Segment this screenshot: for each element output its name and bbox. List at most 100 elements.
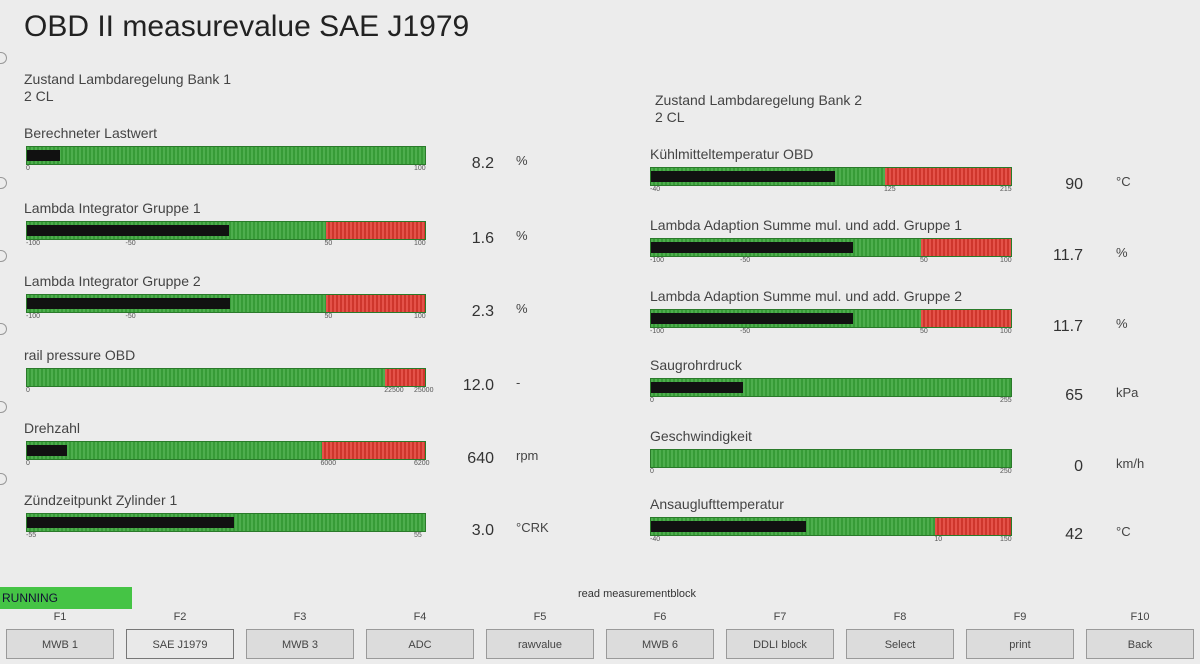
meter-tick-label: 50 [920, 257, 928, 264]
meter-tick-label: 22500 [384, 387, 404, 394]
meter-tick-label: -50 [125, 313, 136, 320]
function-key-number: F10 [1130, 611, 1150, 623]
back-button[interactable]: Back [1086, 629, 1194, 659]
meter-label: Ansauglufttemperatur [650, 496, 784, 512]
meter-unit: rpm [516, 448, 539, 463]
meter-tick-label: 25000 [414, 387, 434, 394]
meter-bar [26, 441, 426, 460]
function-key-number: F7 [773, 611, 787, 623]
meter-red-zone [385, 369, 425, 386]
meter-tick-label: -55 [26, 532, 37, 539]
meter-level-indicator [651, 382, 743, 393]
select-button[interactable]: Select [846, 629, 954, 659]
meter-red-zone [325, 222, 425, 239]
window-edge-tab [0, 323, 7, 335]
mwb-6-button[interactable]: MWB 6 [606, 629, 714, 659]
meter-unit: °C [1116, 524, 1131, 539]
meter-level-indicator [651, 171, 835, 182]
meter-red-zone [321, 442, 425, 459]
meter-tick-label: -50 [740, 328, 751, 335]
meter-tick-label: 125 [884, 186, 896, 193]
meter-bar [26, 294, 426, 313]
meter-tick-label: 100 [1000, 257, 1012, 264]
function-key-f2: F2 SAE J1979 [120, 607, 240, 664]
meter-geschwindigkeit: Geschwindigkeit 0 250 0 km/h [650, 428, 1200, 478]
meter-tick-label: -50 [125, 240, 136, 247]
meter-value: 12.0 [462, 377, 494, 394]
meter-value: 42 [1065, 526, 1083, 543]
meter-value: 640 [467, 450, 494, 467]
meter-red-zone [921, 239, 1011, 256]
meter-tick-label: 6200 [414, 460, 430, 467]
running-indicator: RUNNING [0, 587, 132, 609]
meter-lambda-integrator-gruppe-2: Lambda Integrator Gruppe 2 -100 -50 50 100 2.… [24, 273, 584, 323]
meter-label: Geschwindigkeit [650, 428, 752, 444]
meter-value: 0 [1074, 458, 1083, 475]
function-key-f1: F1 MWB 1 [0, 607, 120, 664]
meter-label: Berechneter Lastwert [24, 125, 158, 141]
meter-tick-label: 0 [650, 468, 654, 475]
print-button[interactable]: print [966, 629, 1074, 659]
meter-unit: kPa [1116, 385, 1139, 400]
meter-value: 11.7 [1053, 247, 1083, 264]
function-key-f6: F6 MWB 6 [600, 607, 720, 664]
meter-unit: % [516, 153, 528, 168]
meter-tick-label: 100 [414, 313, 426, 320]
meter-bar [650, 167, 1012, 186]
meter-label: Lambda Adaption Summe mul. und add. Grup… [650, 288, 963, 304]
function-key-f5: F5 rawvalue [480, 607, 600, 664]
meter-tick-label: -100 [650, 328, 665, 335]
ddli-block-button[interactable]: DDLI block [726, 629, 834, 659]
meter-tick-label: 0 [26, 165, 30, 172]
window-edge-tab [0, 177, 7, 189]
meter-level-indicator [27, 298, 231, 309]
meter-unit: % [516, 301, 528, 316]
meter-drehzahl: Drehzahl 0 6000 6200 640 rpm [24, 420, 584, 470]
function-key-bar: F1 MWB 1 F2 SAE J1979 F3 MWB 3 F4 ADC F5 rawvalue… [0, 607, 1200, 664]
meter-lambda-integrator-gruppe-1: Lambda Integrator Gruppe 1 -100 -50 50 100 1.… [24, 200, 584, 250]
meter-tick-label: 6000 [320, 460, 337, 467]
meter-tick-label: 255 [1000, 397, 1012, 404]
meter-value: 8.2 [471, 155, 494, 172]
window-edge-tab [0, 473, 7, 485]
function-key-f9: F9 print [960, 607, 1080, 664]
meter-bar [26, 513, 426, 532]
mwb-1-button[interactable]: MWB 1 [6, 629, 114, 659]
window-edge-tab [0, 250, 7, 262]
window-edge-tab [0, 52, 7, 64]
meter-red-zone [935, 518, 1011, 535]
meter-ansauglufttemperatur: Ansauglufttemperatur -40 10 150 42 °C [650, 496, 1200, 546]
meter-tick-label: 0 [26, 387, 30, 394]
meter-level-indicator [27, 225, 230, 236]
meter-berechneter-lastwert: Berechneter Lastwert 0 100 8.2% [24, 125, 584, 175]
meter-label: Zündzeitpunkt Zylinder 1 [24, 492, 178, 508]
bank2-state-label: Zustand Lambdaregelung Bank 2 [655, 92, 863, 108]
bank2-state: Zustand Lambdaregelung Bank 2 2 CL [655, 92, 862, 126]
meter-unit: °C [1116, 174, 1131, 189]
meter-tick-label: 50 [920, 328, 928, 335]
function-key-number: F6 [653, 611, 667, 623]
meter-tick-label: 100 [414, 165, 426, 172]
function-key-number: F4 [413, 611, 427, 623]
adc-button[interactable]: ADC [366, 629, 474, 659]
sae-j1979-button[interactable]: SAE J1979 [126, 629, 234, 659]
meter-kuhlmitteltemperatur-obd: Kühlmitteltemperatur OBD -40 125 215 90 °C [650, 146, 1200, 196]
meter-bar [26, 146, 426, 165]
function-key-f3: F3 MWB 3 [240, 607, 360, 664]
status-message: read measurementblock [578, 588, 697, 600]
meter-red-zone [885, 168, 1011, 185]
meter-value: 2.3 [471, 303, 494, 320]
mwb-3-button[interactable]: MWB 3 [246, 629, 354, 659]
meter-level-indicator [27, 445, 67, 456]
function-key-number: F1 [53, 611, 67, 623]
meter-tick-label: 215 [1000, 186, 1012, 193]
bank1-state-label: Zustand Lambdaregelung Bank 1 [24, 71, 232, 87]
meter-saugrohrdruck: Saugrohrdruck 0 255 65 kPa [650, 357, 1200, 407]
meter-bar [650, 238, 1012, 257]
rawvalue-button[interactable]: rawvalue [486, 629, 594, 659]
meter-tick-label: 100 [1000, 328, 1012, 335]
function-key-f4: F4 ADC [360, 607, 480, 664]
bank2-state-value: 2 CL [655, 109, 685, 125]
meter-value: 1.6 [471, 230, 494, 247]
